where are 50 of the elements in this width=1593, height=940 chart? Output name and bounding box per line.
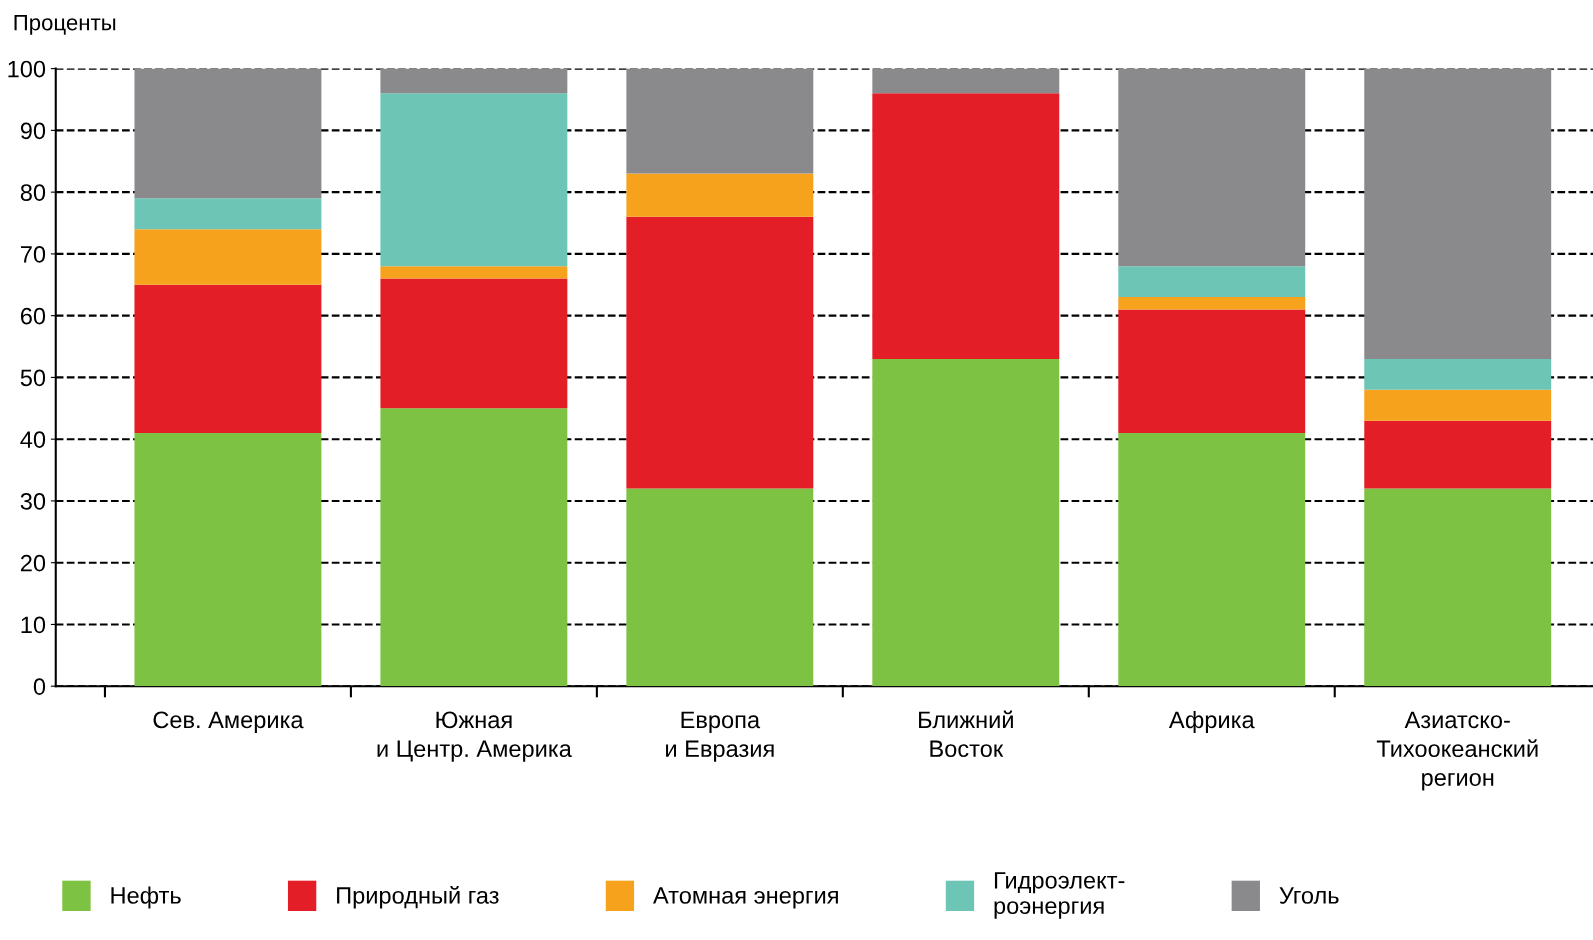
bar [380, 93, 568, 267]
legend-label: Гидроэлект- роэнергия [994, 872, 1125, 919]
bar [380, 278, 568, 409]
x-tick-label: Африка [1168, 710, 1255, 733]
y-tick-label: 30 [20, 492, 46, 510]
bar [1364, 68, 1552, 359]
bar [626, 68, 814, 174]
x-tick-label: Сев. Америка [153, 711, 304, 733]
bar [380, 408, 568, 687]
y-tick-label: 90 [20, 122, 46, 140]
x-tick-label: Южная и Центр. Америка [377, 711, 572, 762]
legend-label: Уголь [1279, 887, 1339, 904]
y-tick-label: 40 [20, 431, 46, 448]
legend-label: Нефть [111, 886, 181, 909]
bar [134, 198, 322, 230]
bar [1118, 266, 1306, 298]
y-axis-title: Проценты [14, 14, 116, 35]
bar [626, 216, 814, 489]
legend-label: Атомная энергия [653, 887, 838, 909]
bar [872, 358, 1060, 687]
bar [134, 229, 322, 285]
bar [134, 284, 322, 433]
bar [1364, 358, 1552, 390]
y-tick-label: 50 [20, 369, 46, 387]
bar [380, 68, 568, 94]
bar [134, 68, 322, 199]
y-tick-label: 80 [20, 184, 46, 201]
bar [1364, 420, 1552, 489]
bar [380, 266, 568, 279]
x-tick-label: Европа и Евразия [666, 711, 774, 762]
bar [1364, 389, 1552, 421]
bar [872, 68, 1060, 94]
bar [1118, 432, 1306, 687]
y-tick-label: 20 [20, 554, 46, 572]
y-tick-label: 0 [33, 678, 46, 695]
bar [626, 173, 814, 217]
bar [626, 488, 814, 687]
x-tick-label: Ближний Восток [919, 710, 1013, 758]
bar [1118, 297, 1306, 310]
y-tick-label: 60 [20, 307, 46, 325]
bar [134, 432, 322, 687]
legend-label: Природный газ [337, 886, 499, 909]
y-tick-label: 70 [20, 245, 46, 263]
bar [1118, 68, 1306, 267]
y-tick-label: 10 [21, 616, 46, 634]
x-tick-label: Азиатско- Тихоокеанский регион [1376, 711, 1538, 791]
y-tick-label: 100 [8, 60, 46, 78]
bar [872, 93, 1060, 359]
bar [1118, 309, 1306, 433]
bar [1364, 488, 1552, 687]
